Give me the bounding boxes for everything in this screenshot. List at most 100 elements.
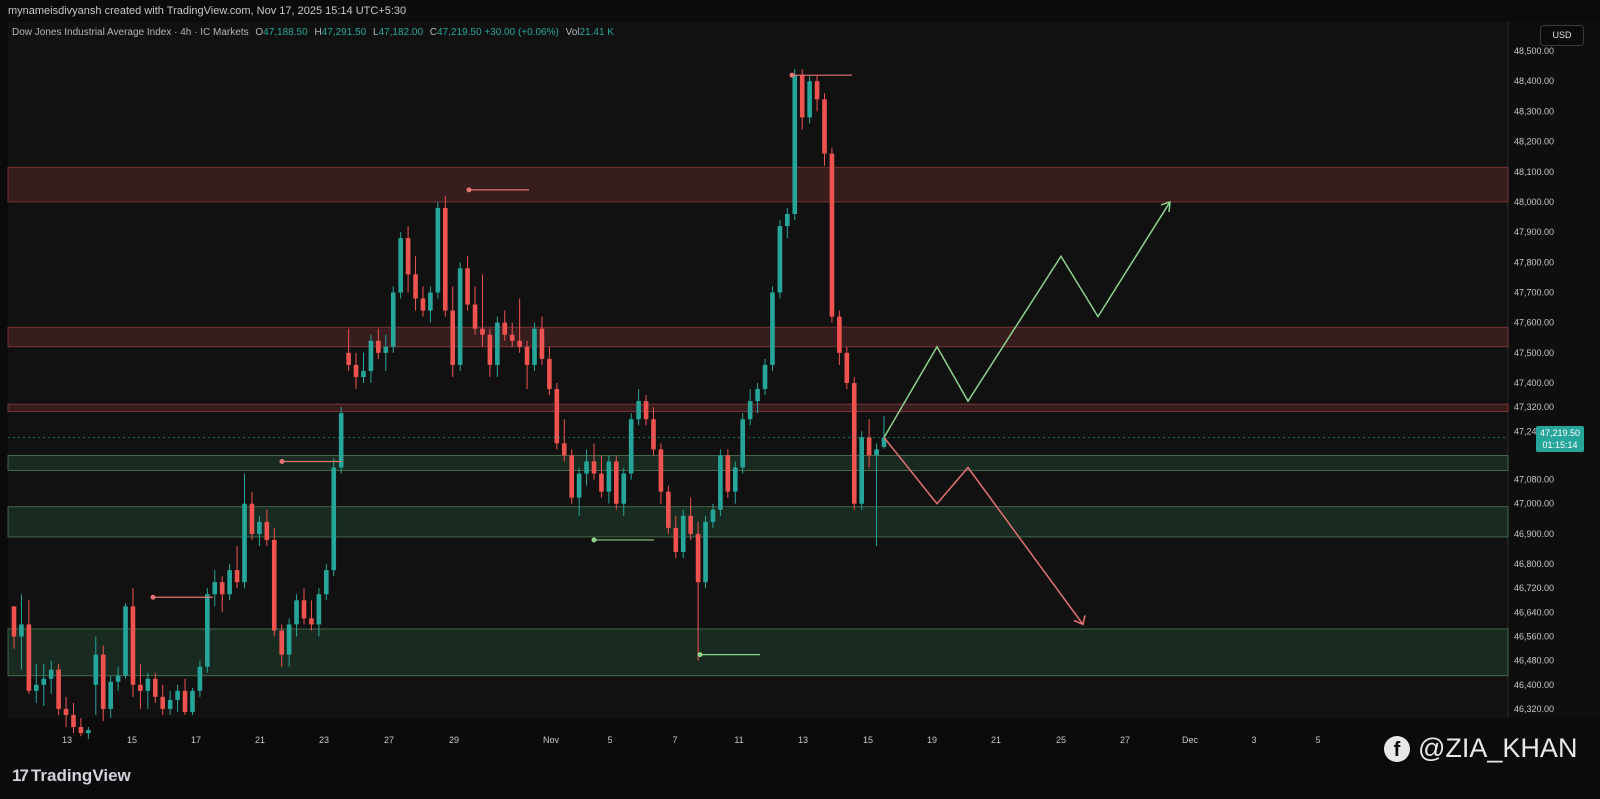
candle [390, 292, 396, 347]
candle [34, 684, 39, 691]
attribution-text: mynameisdivyansh created with TradingVie… [8, 5, 407, 17]
candle [874, 449, 879, 456]
watermark-text: @ZIA_KHAN [1418, 733, 1578, 763]
candle [680, 515, 686, 553]
y-tick-label: 48,400.00 [1514, 76, 1554, 86]
candle [190, 690, 195, 712]
symbol-name[interactable]: Dow Jones Industrial Average Index · 4h … [12, 27, 249, 38]
candle [123, 606, 128, 676]
x-tick-label: 15 [863, 735, 873, 745]
candle [569, 455, 574, 498]
x-tick-label: 13 [62, 735, 72, 745]
y-tick-label: 47,320.00 [1514, 402, 1554, 412]
candle [814, 81, 820, 100]
supply-zone-0 [7, 166, 1509, 203]
candle [509, 334, 515, 341]
y-tick-label: 47,400.00 [1514, 378, 1554, 388]
candle [450, 310, 456, 365]
open-label: O [255, 27, 264, 38]
y-tick-label: 46,480.00 [1514, 656, 1554, 666]
x-tick-label: 5 [1315, 735, 1320, 745]
candle [309, 618, 314, 625]
candle [732, 467, 738, 492]
candle [242, 503, 247, 583]
y-tick-label: 48,300.00 [1514, 106, 1554, 116]
close-label: C [429, 27, 438, 38]
candle [584, 461, 589, 474]
y-tick-label: 48,000.00 [1514, 197, 1554, 207]
bar-countdown: 01:15:14 [1542, 440, 1578, 450]
watermark: f @ZIA_KHAN [1384, 733, 1577, 764]
candle [561, 443, 567, 456]
candle [108, 681, 113, 709]
y-tick-label: 46,560.00 [1514, 632, 1554, 642]
candle [420, 298, 426, 311]
candle [227, 570, 232, 595]
low-label: L [372, 27, 379, 38]
x-tick-label: 25 [1056, 735, 1066, 745]
y-tick-label: 48,500.00 [1514, 46, 1554, 56]
x-tick-label: 21 [991, 735, 1001, 745]
candle [86, 730, 91, 734]
candle [398, 238, 403, 293]
candle [145, 678, 151, 691]
tradingview-logo[interactable]: 17 TradingView [12, 766, 131, 786]
demand-zone-4 [7, 506, 1509, 538]
y-tick-label: 48,100.00 [1514, 167, 1554, 177]
candle [844, 352, 850, 384]
candle [249, 503, 255, 534]
candle [78, 727, 84, 734]
candle [294, 600, 299, 625]
candle [361, 370, 366, 377]
x-tick-label: 27 [1120, 735, 1130, 745]
candle [413, 274, 418, 299]
candle [115, 675, 121, 682]
candle [331, 467, 337, 571]
y-tick-label: 46,900.00 [1514, 529, 1554, 539]
candle [279, 630, 284, 655]
candle [591, 461, 597, 474]
candle [435, 207, 441, 293]
x-tick-label: 21 [255, 735, 265, 745]
x-tick-label: 13 [798, 735, 808, 745]
bullish-projection-path [883, 201, 1171, 438]
footer [0, 753, 1600, 799]
x-tick-label: 3 [1251, 735, 1256, 745]
candle [264, 521, 270, 540]
candle [628, 419, 634, 474]
open-value: 47,188.50 [263, 27, 308, 38]
candle [428, 292, 433, 311]
y-tick-label: 47,900.00 [1514, 227, 1554, 237]
attribution-bar: mynameisdivyansh created with TradingVie… [0, 0, 1600, 22]
candle [487, 334, 493, 365]
candle [11, 606, 17, 637]
supply-zone-1 [7, 326, 1509, 348]
x-tick-label: 29 [449, 735, 459, 745]
y-tick-label: 47,800.00 [1514, 257, 1554, 267]
candle [301, 600, 307, 619]
candle [160, 696, 166, 709]
y-tick-label: 46,640.00 [1514, 607, 1554, 617]
x-tick-label: Dec [1182, 735, 1199, 745]
candle [41, 678, 47, 685]
candle [606, 461, 612, 492]
low-value: 47,182.00 [378, 27, 424, 38]
high-value: 47,291.50 [321, 27, 367, 38]
y-tick-label: 48,200.00 [1514, 137, 1554, 147]
candle [182, 690, 188, 712]
x-tick-label: 17 [191, 735, 201, 745]
candle [152, 678, 158, 697]
volume-label: Vol [565, 27, 580, 38]
currency-button[interactable]: USD [1540, 25, 1584, 46]
candle [517, 340, 522, 347]
candle [777, 226, 783, 293]
candle [257, 521, 262, 534]
candle [770, 292, 775, 365]
candle [524, 346, 530, 365]
candle [56, 669, 61, 709]
candle [271, 539, 277, 631]
candle [19, 624, 24, 637]
candle [785, 214, 790, 227]
x-tick-label: 11 [734, 735, 743, 745]
